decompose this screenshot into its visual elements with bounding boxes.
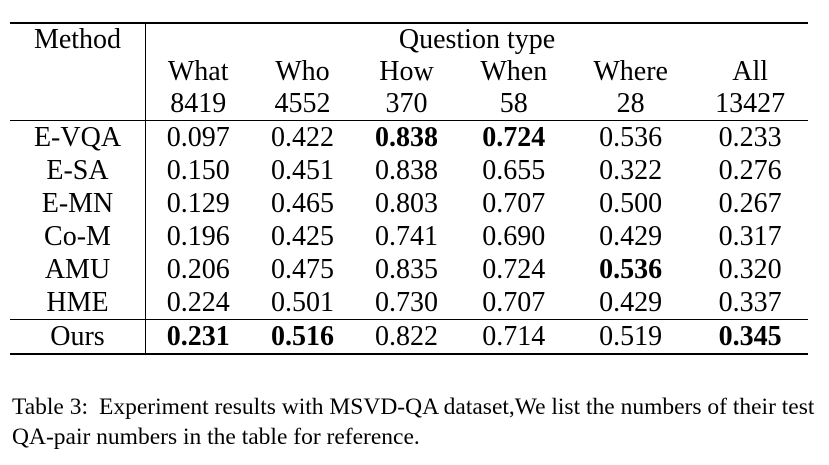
value-cell: 0.196 [166,220,230,252]
table-row: E-SA 0.150 0.451 0.838 0.655 0.322 0.276 [10,154,808,187]
value-cell: 0.231 [166,320,230,352]
value-cell: 0.655 [482,154,546,186]
value-cell: 0.475 [270,253,334,285]
method-cell: E-MN [10,187,146,220]
caption-text: Experiment results with MSVD-QA dataset,… [12,394,815,450]
value-cell: 0.425 [270,220,334,252]
value-cell: 0.233 [718,121,782,153]
value-cell: 0.337 [692,286,808,320]
col-header-who: Who [275,56,330,87]
col-header-what: What [167,56,229,87]
table-row: E-VQA 0.097 0.422 0.838 0.724 0.536 0.233 [10,120,808,154]
value-cell: 0.519 [599,320,663,352]
caption-label: Table 3: [12,394,89,420]
header-blank-cell [10,88,146,121]
method-cell: Co-M [10,220,146,253]
table-row: AMU 0.206 0.475 0.835 0.724 0.536 0.320 [10,253,808,286]
method-header: Method [10,23,146,56]
value-cell: 0.536 [599,253,663,285]
value-cell: 0.465 [270,187,334,219]
header-row-group: Method Question type [10,23,808,56]
value-cell: 0.714 [482,320,546,352]
header-row-counts: 8419 4552 370 58 28 13427 [10,88,808,121]
value-cell: 0.536 [599,121,663,153]
value-cell: 0.320 [718,253,782,285]
method-cell: AMU [10,253,146,286]
value-cell: 0.422 [270,121,334,153]
value-cell: 0.741 [375,220,439,252]
value-cell: 0.501 [250,286,355,320]
value-cell: 0.690 [482,220,546,252]
value-cell: 0.206 [166,253,230,285]
col-header-when: When [480,56,548,87]
header-row-types: What Who How When Where All [10,56,808,88]
value-cell: 0.730 [354,286,459,320]
col-count-what: 8419 [145,88,251,121]
value-cell: 0.429 [599,220,663,252]
table-row: Co-M 0.196 0.425 0.741 0.690 0.429 0.317 [10,220,808,253]
value-cell: 0.707 [458,286,570,320]
table-caption: Table 3: Experiment results with MSVD-QA … [12,392,817,452]
value-cell: 0.224 [145,286,251,320]
value-cell: 0.322 [599,154,663,186]
col-count-when: 58 [458,88,570,121]
value-cell: 0.500 [599,187,663,219]
value-cell: 0.724 [482,121,546,153]
method-cell: HME [10,286,146,320]
value-cell: 0.835 [375,253,439,285]
table-row: HME 0.224 0.501 0.730 0.707 0.429 0.337 [10,286,808,320]
method-cell: Ours [10,319,146,354]
header-blank-cell [10,56,146,88]
value-cell: 0.838 [375,154,439,186]
col-count-how: 370 [354,88,459,121]
method-cell: E-VQA [10,120,146,154]
value-cell: 0.707 [482,187,546,219]
value-cell: 0.317 [718,220,782,252]
value-cell: 0.838 [375,121,439,153]
value-cell: 0.097 [166,121,230,153]
col-count-where: 28 [569,88,693,121]
col-count-all: 13427 [692,88,808,121]
results-table: Method Question type What Who How When W… [10,22,808,355]
table-row: E-MN 0.129 0.465 0.803 0.707 0.500 0.267 [10,187,808,220]
value-cell: 0.429 [569,286,693,320]
col-header-how: How [379,56,434,87]
value-cell: 0.276 [718,154,782,186]
method-cell: E-SA [10,154,146,187]
results-table-container: Method Question type What Who How When W… [10,22,808,355]
value-cell: 0.516 [270,320,334,352]
col-count-who: 4552 [250,88,355,121]
value-cell: 0.803 [375,187,439,219]
question-type-header: Question type [398,24,556,55]
col-header-where: Where [593,56,668,87]
value-cell: 0.267 [718,187,782,219]
value-cell: 0.129 [166,187,230,219]
value-cell: 0.345 [718,320,782,352]
value-cell: 0.451 [270,154,334,186]
col-header-all: All [732,56,769,87]
table-row: Ours 0.231 0.516 0.822 0.714 0.519 0.345 [10,319,808,354]
value-cell: 0.724 [482,253,546,285]
value-cell: 0.822 [375,320,439,352]
value-cell: 0.150 [166,154,230,186]
